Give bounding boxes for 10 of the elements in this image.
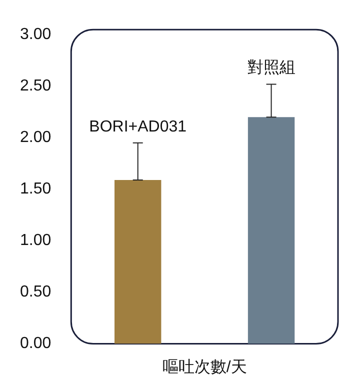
y-tick-label: 1.00 [20, 232, 52, 250]
y-tick-label: 2.00 [20, 129, 52, 146]
y-tick-label: 0.00 [20, 335, 52, 352]
x-axis-title: 嘔吐次數/天 [162, 358, 247, 376]
y-tick-label: 0.50 [20, 284, 52, 301]
x-tick-label: BORI+AD031 [89, 118, 187, 136]
y-tick-label: 1.50 [20, 180, 52, 198]
y-tick-label: 2.50 [20, 78, 52, 95]
y-tick-label: 3.00 [20, 26, 52, 44]
x-tick-label: 對照組 [247, 58, 296, 77]
